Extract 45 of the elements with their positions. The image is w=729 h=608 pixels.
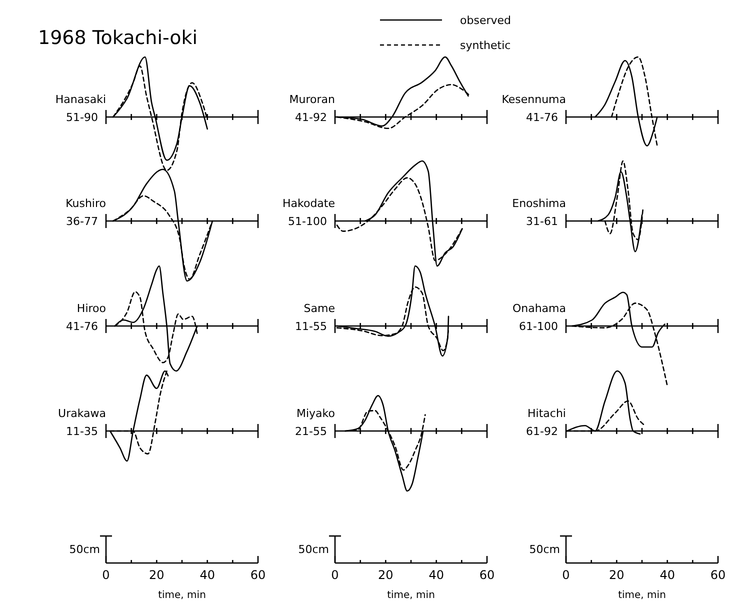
text: 1968 Tokachi-oki xyxy=(38,27,198,49)
text: 50cm xyxy=(298,543,329,556)
x-tick-label: 60 xyxy=(250,568,266,582)
y-axis-title: 41-76 xyxy=(526,111,558,124)
text: Urakawa xyxy=(58,407,106,420)
x-tick-label: 40 xyxy=(200,568,215,582)
text: Hiroo xyxy=(76,302,106,315)
x-tick-label: 20 xyxy=(378,568,394,582)
x-tick-label: 20 xyxy=(149,568,164,582)
x-tick-label: 20 xyxy=(609,568,624,582)
text: Miyako xyxy=(296,407,336,420)
x-tick-label: 60 xyxy=(710,568,726,582)
y-axis-title: 51-100 xyxy=(288,215,327,228)
x-tick-label: 40 xyxy=(428,568,444,582)
x-axis-title: time, min xyxy=(618,590,666,601)
y-axis-title: 11-35 xyxy=(66,425,98,438)
x-tick-label: 0 xyxy=(562,568,570,582)
y-axis-title: 61-92 xyxy=(526,425,558,438)
text: Same xyxy=(304,302,336,315)
y-axis-title: 21-55 xyxy=(295,425,327,438)
y-axis-title: 36-77 xyxy=(66,215,98,228)
y-axis-title: 41-92 xyxy=(295,111,327,124)
x-tick-label: 60 xyxy=(479,568,495,582)
text: Hitachi xyxy=(528,407,566,420)
y-axis-title: 51-90 xyxy=(66,111,98,124)
y-axis-title: 11-55 xyxy=(295,320,327,333)
text: 50cm xyxy=(529,543,560,556)
text: Muroran xyxy=(289,93,336,106)
text: 50cm xyxy=(69,543,100,556)
x-tick-label: 0 xyxy=(331,568,339,582)
text: Onahama xyxy=(512,302,566,315)
text: Hakodate xyxy=(282,197,336,210)
text: observed xyxy=(460,14,511,27)
x-axis-title: time, min xyxy=(387,590,435,601)
y-axis-title: 61-100 xyxy=(519,320,558,333)
x-tick-label: 0 xyxy=(102,568,110,582)
text: Enoshima xyxy=(512,197,566,210)
text: Kesennuma xyxy=(502,93,566,106)
y-axis-title: 41-76 xyxy=(66,320,98,333)
text: synthetic xyxy=(460,39,511,52)
y-axis-title: 31-61 xyxy=(526,215,558,228)
x-axis-title: time, min xyxy=(158,590,206,601)
text: Kushiro xyxy=(66,197,106,210)
text: Hanasaki xyxy=(55,93,106,106)
x-tick-label: 40 xyxy=(660,568,675,582)
